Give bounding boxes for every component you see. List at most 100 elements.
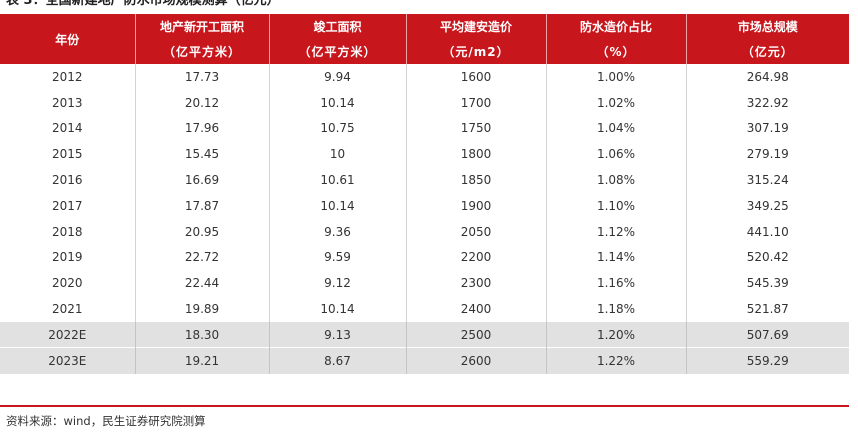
cell-completed-area: 9.94 xyxy=(269,64,407,90)
cell-avg-construction-cost: 1900 xyxy=(406,192,547,219)
cell-year: 2013 xyxy=(0,89,136,116)
cell-year: 2022E xyxy=(0,321,136,348)
cell-completed-area: 10.75 xyxy=(269,115,407,142)
cell-completed-area: 10.61 xyxy=(269,167,407,193)
cell-year: 2014 xyxy=(0,115,136,142)
cell-year: 2021 xyxy=(0,296,136,322)
cell-new-start-area: 20.12 xyxy=(135,89,270,116)
cell-avg-construction-cost: 2600 xyxy=(406,347,547,374)
header-market-size: 市场总规模 xyxy=(686,14,849,39)
cell-completed-area: 10.14 xyxy=(269,89,407,116)
cell-year: 2023E xyxy=(0,347,136,374)
cell-market-size: 279.19 xyxy=(746,147,789,162)
cell-market-size: 349.25 xyxy=(746,198,789,213)
market-size-table: 年份 地产新开工面积 竣工面积 平均建安造价 防水造价占比 市场总规模 （亿平方… xyxy=(0,14,849,374)
cell-market-size: 559.29 xyxy=(686,347,849,374)
cell-avg-construction-cost: 2500 xyxy=(406,321,547,348)
cell-new-start-area: 17.87 xyxy=(135,192,270,219)
unit-new-start-area: （亿平方米） xyxy=(135,39,270,64)
header-units-row: （亿平方米） （亿平方米） （元/m2） （%） （亿元） xyxy=(0,39,849,64)
cell-new-start-area: 20.95 xyxy=(135,218,270,245)
header-row: 年份 地产新开工面积 竣工面积 平均建安造价 防水造价占比 市场总规模 xyxy=(0,14,849,64)
cell-new-start-area: 19.89 xyxy=(135,296,270,322)
cell-market-size: 441.10 xyxy=(746,224,789,239)
cell-waterproof-cost-share: 1.02% xyxy=(546,89,687,116)
table-row: 2013 20.12 10.14 1700 1.02% 322.92 xyxy=(0,89,849,116)
cell-year: 2020 xyxy=(0,270,136,297)
cell-avg-construction-cost: 1600 xyxy=(406,64,547,90)
cell-year: 2017 xyxy=(0,192,136,219)
cell-completed-area: 9.36 xyxy=(269,218,407,245)
cell-completed-area: 9.12 xyxy=(269,270,407,297)
table-row: 2021 19.89 10.14 2400 1.18% 521.87 xyxy=(0,296,849,322)
header-avg-construction-cost: 平均建安造价 xyxy=(406,14,547,39)
header-completed-area: 竣工面积 xyxy=(269,14,407,39)
cell-new-start-area: 15.45 xyxy=(135,141,270,168)
table-row: 2014 17.96 10.75 1750 1.04% 307.19 xyxy=(0,115,849,142)
cell-waterproof-cost-share: 1.12% xyxy=(546,218,687,245)
cell-waterproof-cost-share: 1.18% xyxy=(546,296,687,322)
cell-market-size: 520.42 xyxy=(746,250,789,265)
cell-new-start-area: 16.69 xyxy=(135,167,270,193)
cell-new-start-area: 17.73 xyxy=(135,64,270,90)
table-row: 2019 22.72 9.59 2200 1.14% 520.42 xyxy=(0,244,849,271)
header-year: 年份 xyxy=(0,14,136,64)
cell-avg-construction-cost: 2300 xyxy=(406,270,547,297)
cell-year: 2012 xyxy=(0,64,136,90)
unit-waterproof-cost-share: （%） xyxy=(546,39,687,64)
cell-waterproof-cost-share: 1.08% xyxy=(546,167,687,193)
cell-waterproof-cost-share: 1.04% xyxy=(546,115,687,142)
cell-new-start-area: 17.96 xyxy=(135,115,270,142)
cell-avg-construction-cost: 1800 xyxy=(406,141,547,168)
cell-completed-area: 10 xyxy=(269,141,407,168)
cell-year: 2016 xyxy=(0,167,136,193)
cell-year: 2019 xyxy=(0,244,136,271)
cell-waterproof-cost-share: 1.00% xyxy=(546,64,687,90)
cell-avg-construction-cost: 2050 xyxy=(406,218,547,245)
table-row: 2017 17.87 10.14 1900 1.10% 349.25 xyxy=(0,192,849,219)
estimate-row: 2023E 19.21 8.67 2600 1.22% 559.29 xyxy=(0,347,849,374)
cell-waterproof-cost-share: 1.20% xyxy=(546,321,687,348)
table-row: 2018 20.95 9.36 2050 1.12% 441.10 xyxy=(0,218,849,245)
table-row: 2012 17.73 9.94 1600 1.00% 264.98 xyxy=(0,64,849,90)
cell-avg-construction-cost: 2200 xyxy=(406,244,547,271)
cell-avg-construction-cost: 1850 xyxy=(406,167,547,193)
source-note: 资料来源：wind，民生证券研究院测算 xyxy=(6,414,206,428)
cell-avg-construction-cost: 1750 xyxy=(406,115,547,142)
cell-avg-construction-cost: 2400 xyxy=(406,296,547,322)
cell-completed-area: 9.13 xyxy=(269,321,407,348)
unit-completed-area: （亿平方米） xyxy=(269,39,407,64)
cell-completed-area: 8.67 xyxy=(269,347,407,374)
cell-new-start-area: 18.30 xyxy=(135,321,270,348)
table-row: 2020 22.44 9.12 2300 1.16% 545.39 xyxy=(0,270,849,297)
cell-waterproof-cost-share: 1.22% xyxy=(546,347,687,374)
header-new-start-area: 地产新开工面积 xyxy=(135,14,270,39)
cell-new-start-area: 19.21 xyxy=(135,347,270,374)
estimate-row: 2022E 18.30 9.13 2500 1.20% 507.69 xyxy=(0,321,849,348)
cell-new-start-area: 22.72 xyxy=(135,244,270,271)
cell-waterproof-cost-share: 1.16% xyxy=(546,270,687,297)
cell-market-size: 507.69 xyxy=(686,321,849,348)
unit-market-size: （亿元） xyxy=(686,39,849,64)
cell-market-size: 264.98 xyxy=(746,69,789,84)
cell-market-size: 322.92 xyxy=(746,95,789,110)
cell-market-size: 521.87 xyxy=(746,302,789,317)
table-bottom-rule xyxy=(0,405,849,407)
cell-completed-area: 9.59 xyxy=(269,244,407,271)
unit-avg-construction-cost: （元/m2） xyxy=(406,39,547,64)
cell-waterproof-cost-share: 1.14% xyxy=(546,244,687,271)
cell-year: 2018 xyxy=(0,218,136,245)
cell-new-start-area: 22.44 xyxy=(135,270,270,297)
cell-market-size: 545.39 xyxy=(746,276,789,291)
cell-avg-construction-cost: 1700 xyxy=(406,89,547,116)
cell-completed-area: 10.14 xyxy=(269,296,407,322)
header-waterproof-cost-share: 防水造价占比 xyxy=(546,14,687,39)
table-title: 表 3：全国新建地产防水市场规模测算（亿元） xyxy=(6,0,280,8)
table-row: 2016 16.69 10.61 1850 1.08% 315.24 xyxy=(0,167,849,193)
cell-market-size: 315.24 xyxy=(746,173,789,188)
cell-market-size: 307.19 xyxy=(746,121,789,136)
cell-completed-area: 10.14 xyxy=(269,192,407,219)
table-row: 2015 15.45 10 1800 1.06% 279.19 xyxy=(0,141,849,168)
cell-waterproof-cost-share: 1.06% xyxy=(546,141,687,168)
cell-year: 2015 xyxy=(0,141,136,168)
